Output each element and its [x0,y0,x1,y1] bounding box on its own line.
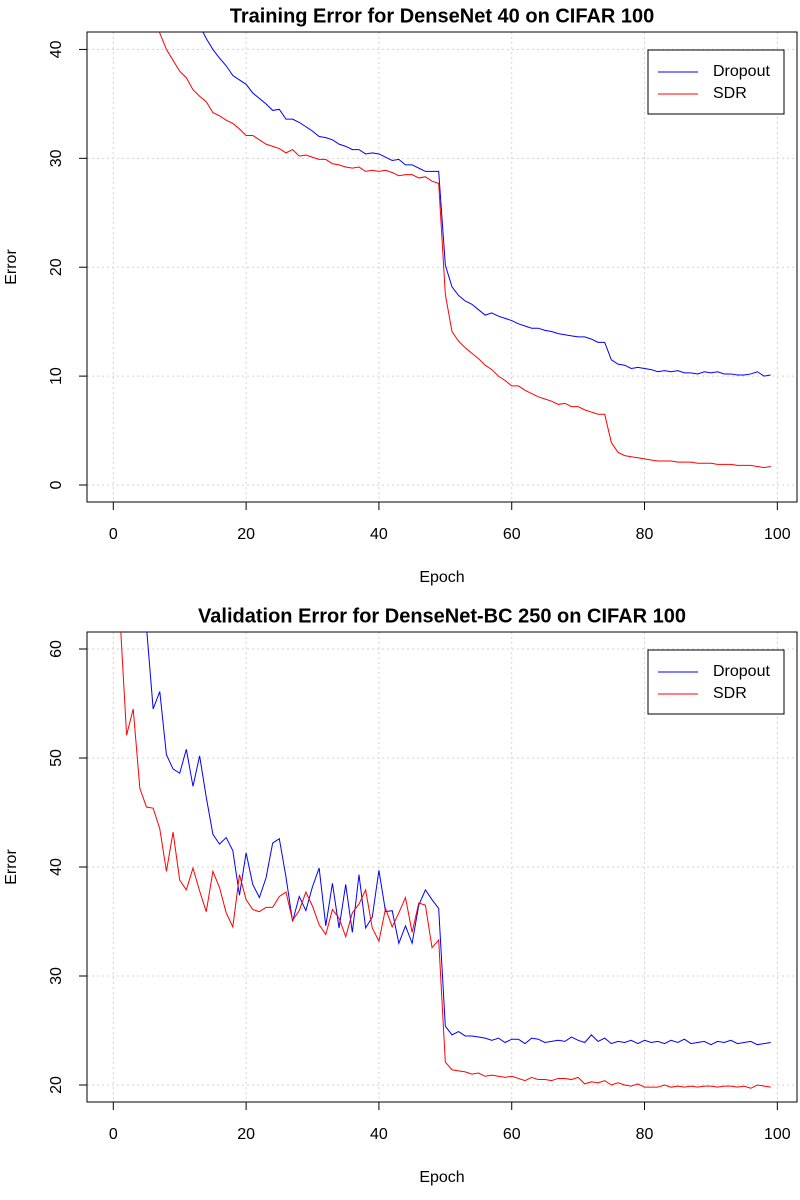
x-tick-label: 20 [237,1126,255,1143]
chart-title: Training Error for DenseNet 40 on CIFAR … [230,5,655,27]
x-tick-label: 40 [370,1126,388,1143]
y-tick-label: 20 [48,258,65,276]
legend-label: SDR [713,685,747,702]
plot-frame [86,631,798,1103]
x-tick-label: 60 [503,1126,521,1143]
x-axis-label: Epoch [419,1169,464,1186]
y-axis-label: Error [3,849,20,885]
series-line [158,32,771,469]
legend-label: Dropout [713,663,770,680]
y-tick-label: 20 [48,1076,65,1094]
x-tick-label: 80 [636,1126,654,1143]
x-tick-label: 40 [370,526,388,543]
y-tick-label: 30 [48,967,65,985]
x-tick-label: 100 [764,526,791,543]
series-line [146,632,771,1046]
y-axis-label: Error [3,249,20,285]
y-tick-label: 40 [48,40,65,58]
y-tick-label: 30 [48,149,65,167]
legend-box [647,649,785,715]
plot-frame [86,31,798,503]
x-tick-label: 60 [503,526,521,543]
x-tick-label: 20 [237,526,255,543]
legend-label: SDR [713,85,747,102]
series-line [120,632,771,1089]
chart-title: Validation Error for DenseNet-BC 250 on … [198,605,686,627]
y-tick-label: 10 [48,367,65,385]
legend-label: Dropout [713,63,770,80]
y-tick-label: 60 [48,640,65,658]
x-tick-label: 80 [636,526,654,543]
legend: Dropout SDR [647,649,785,715]
y-tick-label: 0 [48,480,65,489]
legend: Dropout SDR [647,49,785,115]
legend-box [647,49,785,115]
x-axis-label: Epoch [419,569,464,586]
y-tick-label: 50 [48,749,65,767]
x-tick-label: 100 [764,1126,791,1143]
y-tick-label: 40 [48,858,65,876]
x-tick-label: 0 [109,526,118,543]
x-tick-label: 0 [109,1126,118,1143]
series-line [202,32,771,377]
